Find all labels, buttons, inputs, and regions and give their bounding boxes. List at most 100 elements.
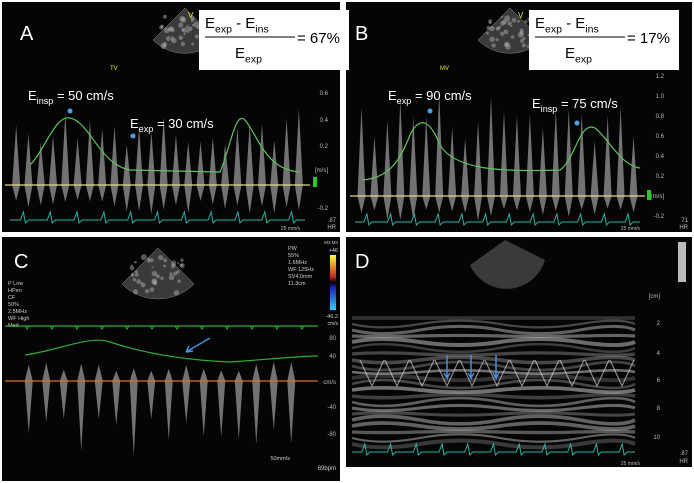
info-text: PW: [288, 246, 298, 252]
doppler-spike: [269, 361, 278, 430]
speckle: [140, 254, 147, 261]
ecg-tick: [274, 325, 280, 330]
doppler-spike: [129, 368, 138, 456]
speckle: [489, 25, 495, 32]
scale-label: -80: [327, 432, 336, 438]
ecg-tick: [49, 325, 55, 330]
doppler-spike: [217, 370, 226, 438]
scale-label: [m/s]: [651, 194, 664, 200]
color-scale-label: -46.2: [325, 314, 338, 320]
scale-label: cm/s: [323, 380, 336, 386]
hr-value: 71: [681, 218, 688, 224]
echo-sector: [121, 247, 195, 300]
ecg-tick: [149, 325, 155, 330]
doppler-spike: [77, 363, 86, 452]
speckle: [132, 277, 137, 282]
speckle: [511, 17, 517, 23]
text-part: insp: [37, 96, 54, 106]
speckle: [510, 35, 515, 39]
m-mode-band: [351, 433, 636, 443]
info-text: HPen: [8, 288, 22, 294]
speckle: [181, 28, 185, 32]
text-part: E: [205, 15, 215, 32]
m-mode-band: [351, 333, 636, 339]
scale-label: -40: [327, 405, 336, 411]
annotation: Einsp = 75 cm/s: [532, 96, 618, 114]
ecg-tick: [299, 325, 305, 330]
doppler-spike: [61, 113, 70, 203]
ecg-tick: [199, 325, 205, 330]
speckle: [178, 35, 184, 41]
arrow: [492, 355, 500, 381]
doppler-spike: [257, 123, 266, 207]
annotation-dot: [574, 120, 580, 126]
speckle: [520, 39, 525, 44]
speckle: [183, 32, 186, 36]
sweep-speed: 25 mm/s: [621, 226, 641, 232]
ecg-tick: [174, 325, 180, 330]
ecg-tick: [74, 325, 80, 330]
text-part: exp: [397, 96, 412, 106]
speckle: [517, 19, 520, 23]
speckle: [180, 41, 186, 47]
speckle: [177, 279, 181, 283]
speckle: [488, 21, 492, 25]
doppler-spike: [199, 368, 208, 437]
speckle: [132, 289, 139, 295]
m-mode-motion: [434, 359, 460, 388]
ecg-trace: [352, 442, 635, 457]
text-part: exp: [215, 24, 232, 36]
color-scale-label: cm/s: [327, 321, 338, 327]
speckle: [162, 14, 168, 19]
doppler-spike: [42, 362, 51, 423]
doppler-spike: [147, 131, 156, 214]
speckle: [151, 279, 157, 285]
m-mode-band: [351, 324, 636, 336]
probe-label: TV: [110, 66, 118, 72]
m-mode-band: [351, 351, 636, 357]
text-part: exp: [545, 24, 562, 36]
doppler-spike: [525, 114, 534, 213]
text-part: E: [532, 96, 541, 111]
m-mode-motion: [409, 359, 435, 388]
info-text: 50%: [8, 302, 19, 308]
info-text: 2.5MHz: [8, 309, 27, 315]
scale-label: 0.4: [656, 154, 665, 160]
scale-label: 0.8: [656, 114, 665, 120]
speckle: [158, 255, 164, 261]
doppler-spike: [182, 364, 191, 423]
doppler-spike: [12, 125, 21, 201]
scale-label: 0.4: [320, 118, 329, 124]
info-text: SV4.0mm: [288, 274, 313, 280]
speckle: [163, 258, 167, 263]
speckle: [169, 272, 173, 276]
speckle: [499, 31, 505, 36]
m-mode-band: [351, 337, 636, 347]
scale-marker: [647, 190, 651, 200]
doppler-spike: [499, 111, 508, 210]
color-scale-label: +46: [329, 248, 338, 254]
speckle: [136, 279, 142, 284]
hr-value: 87: [681, 451, 688, 457]
doppler-spike: [49, 135, 58, 205]
doppler-spike: [98, 128, 107, 202]
doppler-spike: [448, 127, 457, 212]
hr-value: 87: [329, 218, 336, 224]
formula-result: = 17%: [627, 30, 670, 47]
speckle: [510, 25, 513, 28]
text-part: = 50 cm/s: [53, 88, 114, 103]
envelope: [24, 339, 319, 363]
probe-label: MV: [440, 66, 449, 72]
m-mode-motion: [384, 359, 410, 388]
speckle: [503, 42, 509, 47]
doppler-spike: [551, 109, 560, 212]
ecg-tick: [99, 325, 105, 330]
speckle: [500, 15, 503, 19]
formula-denominator: Eexp: [235, 45, 262, 66]
annotation-dot: [67, 108, 73, 114]
doppler-spike: [85, 120, 94, 202]
text-part: exp: [139, 124, 154, 134]
text-part: - E: [562, 15, 585, 32]
scale-label: 2: [657, 321, 661, 327]
doppler-spike: [135, 126, 144, 212]
